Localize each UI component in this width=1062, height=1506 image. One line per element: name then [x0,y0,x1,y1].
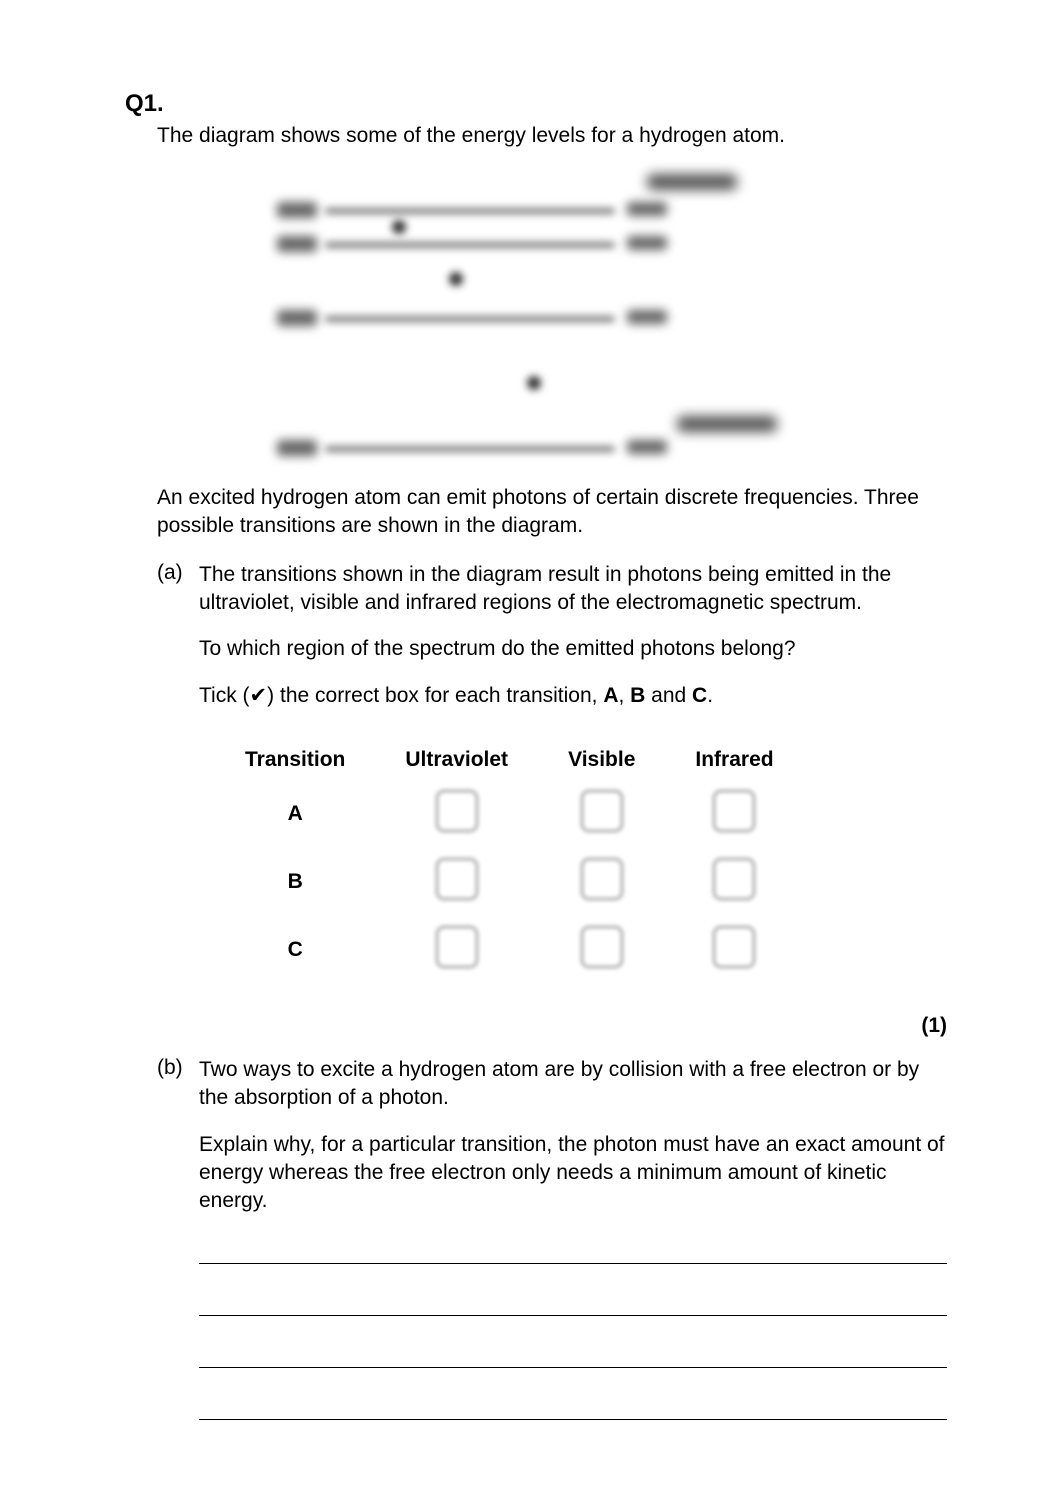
part-a-text: The transitions shown in the diagram res… [199,561,947,618]
level-n1-value-blur [627,440,667,454]
checkbox-b-infrared[interactable] [713,858,755,900]
table-row: B [215,848,804,916]
tick-comma1: , [618,684,630,707]
part-b-label: (b) [157,1056,199,1113]
part-a: (a) The transitions shown in the diagram… [157,561,947,618]
part-b-text: Two ways to excite a hydrogen atom are b… [199,1056,947,1113]
checkbox-c-visible[interactable] [581,926,623,968]
level-n2-line-blur [325,316,615,322]
row-c-label: C [215,916,375,984]
header-ultraviolet: Ultraviolet [375,740,538,780]
transition-b-blur [449,272,463,286]
checkbox-b-uv[interactable] [436,858,478,900]
answer-line[interactable] [199,1390,947,1420]
checkbox-b-visible[interactable] [581,858,623,900]
para-after-diagram: An excited hydrogen atom can emit photon… [157,484,947,541]
energy-level-diagram [157,166,797,466]
level-n2-label-blur [277,310,317,326]
header-visible: Visible [538,740,665,780]
checkbox-a-uv[interactable] [436,790,478,832]
checkbox-a-visible[interactable] [581,790,623,832]
answer-line[interactable] [199,1286,947,1316]
not-to-scale-blur [677,416,777,432]
tick-b: B [630,684,645,707]
header-transition: Transition [215,740,375,780]
checkbox-c-uv[interactable] [436,926,478,968]
transition-a-blur [392,220,406,234]
transition-table: Transition Ultraviolet Visible Infrared … [215,740,947,984]
header-infrared: Infrared [665,740,803,780]
diagram-header-blur [647,174,737,190]
row-a-label: A [215,780,375,848]
tick-c: C [692,684,707,707]
answer-line[interactable] [199,1234,947,1264]
tick-period: . [707,684,713,707]
checkbox-c-infrared[interactable] [713,926,755,968]
level-n3-value-blur [627,236,667,250]
part-a-tick-instruction: Tick (✔) the correct box for each transi… [199,682,947,710]
table-header-row: Transition Ultraviolet Visible Infrared [215,740,804,780]
transition-c-blur [527,376,541,390]
checkbox-a-infrared[interactable] [713,790,755,832]
question-number: Q1. [125,90,947,118]
tick-mark: ✔ [250,684,268,707]
level-n4-line-blur [325,208,615,214]
answer-line[interactable] [199,1338,947,1368]
part-a-question: To which region of the spectrum do the e… [199,635,947,663]
table-row: A [215,780,804,848]
level-n3-line-blur [325,242,615,248]
tick-a: A [603,684,618,707]
level-n2-value-blur [627,310,667,324]
part-b-question: Explain why, for a particular transition… [199,1131,947,1216]
table-row: C [215,916,804,984]
tick-and: and [645,684,692,707]
level-n4-value-blur [627,202,667,216]
level-n1-label-blur [277,440,317,456]
level-n3-label-blur [277,236,317,252]
part-b: (b) Two ways to excite a hydrogen atom a… [157,1056,947,1113]
tick-mid: ) the correct box for each transition, [267,684,603,707]
marks-a: (1) [115,1014,947,1038]
level-n1-line-blur [325,446,615,452]
tick-pre: Tick ( [199,684,250,707]
row-b-label: B [215,848,375,916]
part-a-label: (a) [157,561,199,618]
intro-text: The diagram shows some of the energy lev… [157,124,947,148]
level-n4-label-blur [277,202,317,218]
